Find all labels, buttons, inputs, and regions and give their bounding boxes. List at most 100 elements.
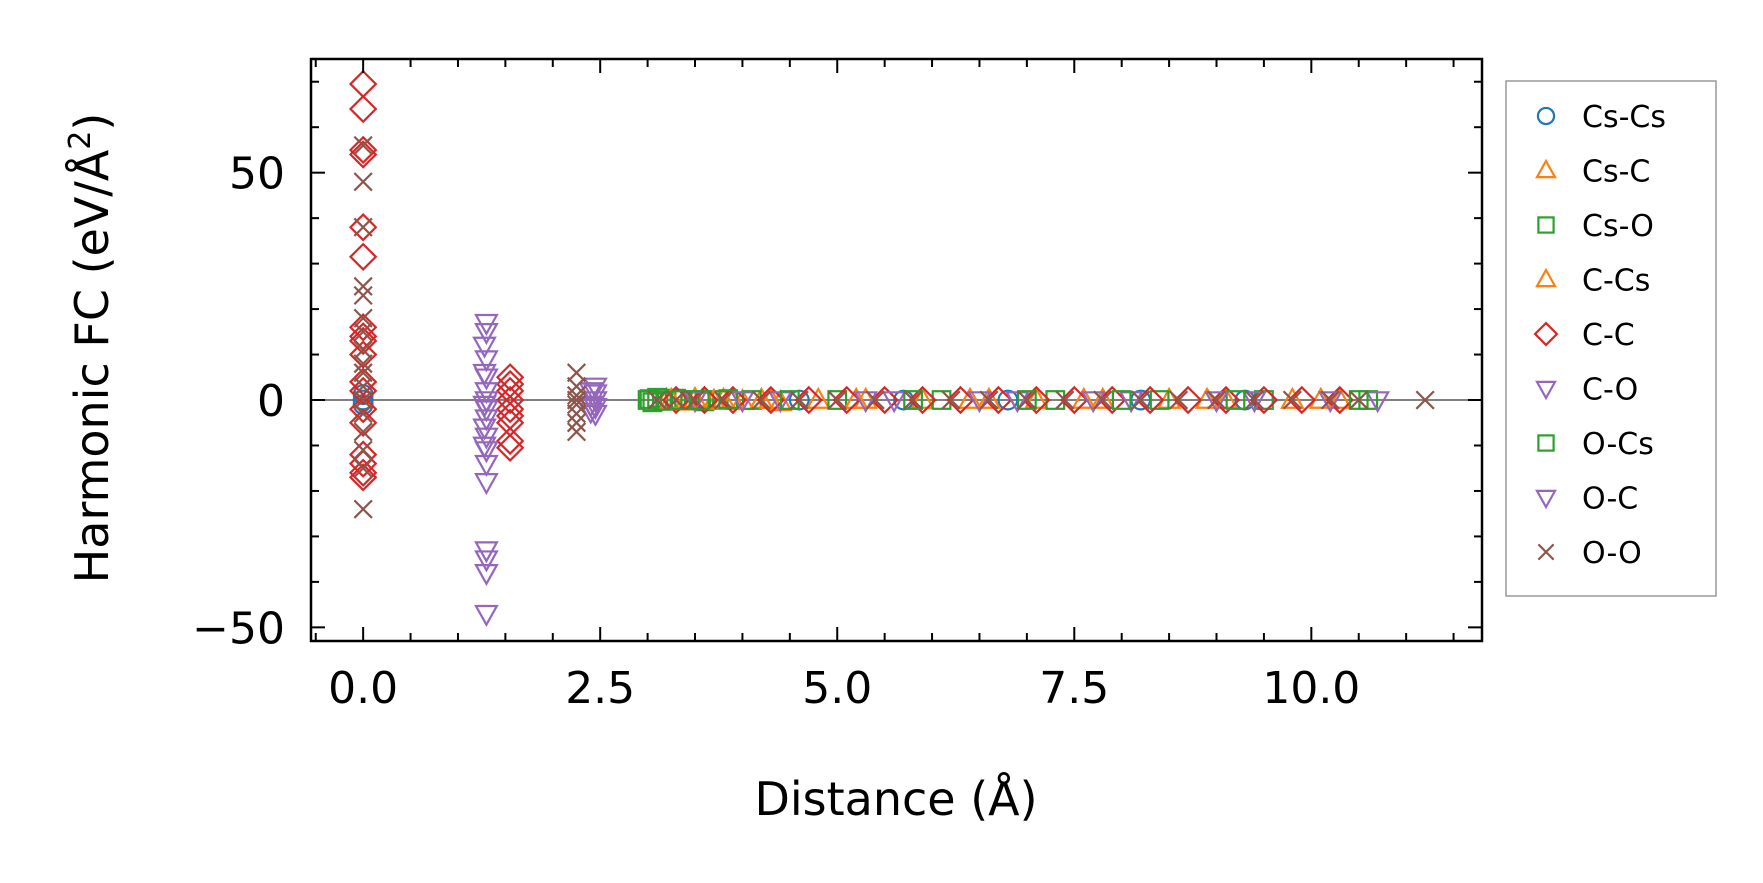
data-point [903,390,923,410]
plot-area [311,69,1482,627]
data-point [353,276,373,296]
legend: Cs-Cs Cs-C Cs-O C-Cs C-C C-O O-Cs O-C O-O [1505,80,1717,597]
data-point [670,390,691,410]
legend-label: Cs-Cs [1582,100,1666,135]
data-point [353,363,373,383]
data-point [1131,390,1151,410]
legend-label: C-C [1582,318,1635,353]
legend-entry: Cs-C [1535,155,1650,190]
data-point [1055,390,1075,410]
tick-labels: 0.0 2.5 5.0 7.5 10.0 −50 0 50 [192,149,1360,714]
data-point [1098,385,1127,415]
data-point [474,454,499,477]
data-point [348,242,378,271]
legend-entry: C-C [1533,318,1635,353]
data-point [1080,391,1106,414]
legend-entry: O-Cs [1537,427,1654,462]
data-point [1349,390,1369,410]
data-point [1225,390,1246,410]
data-point [474,563,499,587]
legend-marker [1537,434,1555,452]
x-tick-label: 7.5 [1039,663,1109,714]
data-point [843,386,869,409]
data-point [827,390,848,410]
data-point [353,376,373,396]
data-point [348,408,378,437]
data-point [566,376,587,396]
data-point [348,340,378,369]
data-point [976,386,1002,409]
data-point [1022,385,1051,415]
data-point [495,394,525,424]
data-point [1287,385,1317,415]
x-tick-label: 10.0 [1262,663,1360,714]
data-point [751,390,771,410]
data-point [713,390,734,410]
data-point [1282,390,1302,410]
data-point [1173,385,1203,415]
data-point [794,385,823,415]
data-point [353,390,373,410]
data-point [566,404,587,424]
data-point [353,422,373,442]
x-tick-label: 5.0 [802,663,872,714]
data-point [1149,390,1170,410]
data-point [474,473,499,496]
legend-marker [1535,158,1557,179]
data-point [1415,390,1435,410]
data-point [353,404,373,424]
data-point [474,550,499,573]
data-point [1204,391,1229,414]
data-point [967,391,992,414]
x-tick-label: 2.5 [565,663,635,714]
data-point [472,418,497,441]
data-point [474,604,499,627]
data-point [1111,390,1132,410]
data-point [566,422,587,442]
data-point [353,172,373,192]
data-point [1194,386,1220,409]
data-point [1093,390,1113,410]
data-point [353,322,373,342]
legend-label: C-O [1582,373,1638,408]
data-point [1244,390,1265,410]
data-point [651,391,672,411]
data-point [689,390,710,410]
data-point [1320,390,1340,410]
legend-entry: C-Cs [1535,264,1650,299]
data-point [661,385,691,415]
plot-frame [309,57,1484,643]
data-point [805,386,831,409]
data-point [472,395,497,418]
y-axis-label: Harmonic FC (eV/Å2) [63,113,119,584]
series-o-o [353,135,1435,519]
data-point [472,336,497,359]
data-point [348,463,378,492]
legend-label: O-C [1582,482,1638,517]
data-point [353,499,373,519]
legend-label: Cs-C [1582,155,1650,190]
y-axis-label-superscript: 2 [63,131,98,150]
y-axis-label-end: ) [65,113,119,131]
data-point [881,391,907,414]
data-point [946,385,975,415]
data-point [353,285,373,306]
legend-label: O-Cs [1582,427,1654,462]
data-point [756,385,786,415]
data-point [957,386,983,409]
data-point [583,377,608,400]
legend-marker [1535,267,1557,288]
data-point [865,390,885,410]
data-point [566,390,587,410]
data-point [1060,385,1089,415]
legend-marker [1537,543,1555,561]
legend-entry: O-O [1537,536,1642,571]
data-point [348,135,378,165]
data-point [495,433,525,462]
legend-entry: Cs-Cs [1536,100,1666,135]
legend-entry: O-C [1535,482,1638,517]
data-point [566,394,587,415]
data-point [353,135,373,155]
